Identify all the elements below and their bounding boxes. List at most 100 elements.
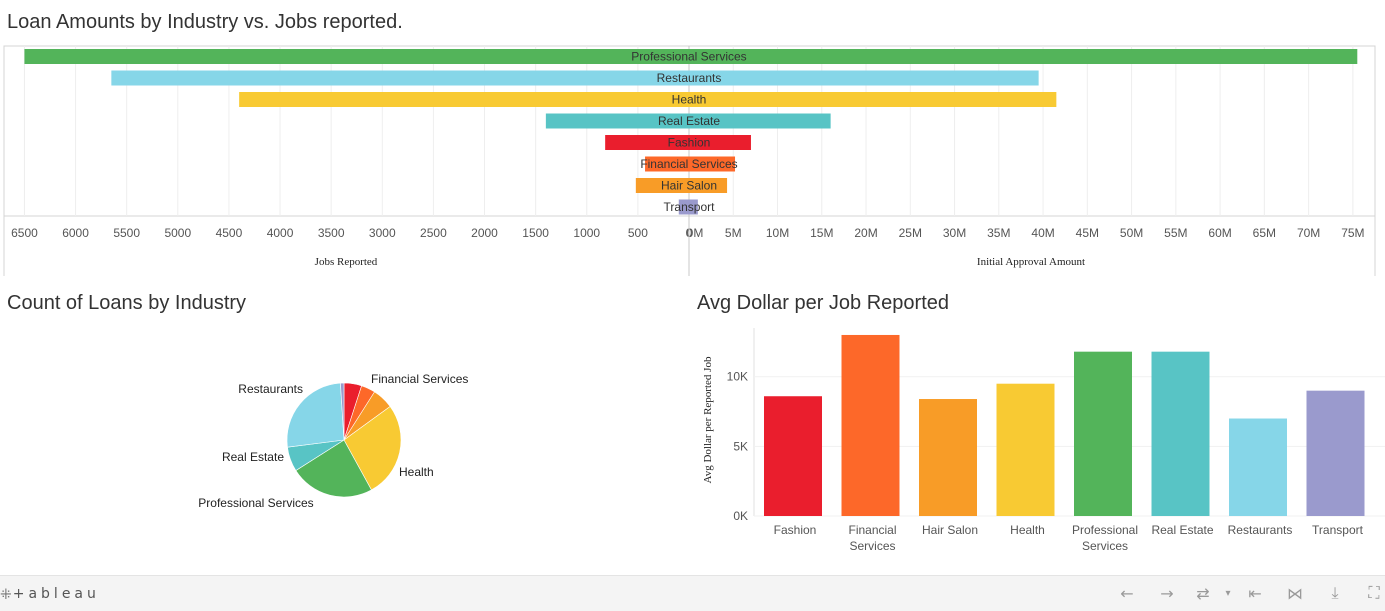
left-tick-label: 2500 bbox=[420, 226, 447, 240]
x-tick-label: Hair Salon bbox=[922, 523, 978, 537]
revert-icon[interactable]: ⇄ bbox=[1196, 583, 1210, 603]
bar-label: Hair Salon bbox=[661, 179, 717, 193]
x-tick-label: Professional bbox=[1072, 523, 1138, 537]
chart1-title: Loan Amounts by Industry vs. Jobs report… bbox=[7, 11, 403, 33]
bar-amount-3 bbox=[689, 113, 831, 129]
bar-fashion bbox=[764, 396, 822, 516]
left-tick-label: 6000 bbox=[62, 226, 89, 240]
bar-professional-services bbox=[1074, 351, 1132, 516]
right-tick-label: 20M bbox=[854, 226, 877, 240]
left-tick-label: 1000 bbox=[573, 226, 600, 240]
tableau-logo[interactable]: ⁜ +ableau bbox=[0, 582, 100, 606]
bar-jobs-3 bbox=[545, 113, 689, 129]
x-tick-label: Restaurants bbox=[1228, 523, 1293, 537]
pie-label: Health bbox=[399, 465, 434, 479]
left-tick-label: 2000 bbox=[471, 226, 498, 240]
right-tick-label: 35M bbox=[987, 226, 1010, 240]
left-axis-title: Jobs Reported bbox=[315, 256, 378, 268]
bar-label: Restaurants bbox=[657, 71, 722, 85]
bar-amount-0 bbox=[689, 49, 1358, 64]
undo-icon[interactable]: ← bbox=[1120, 583, 1134, 603]
left-tick-label: 6500 bbox=[11, 226, 38, 240]
download-icon[interactable]: ⤓ bbox=[1331, 583, 1339, 602]
count-of-loans-pie: Restaurants Financial Services Real Estate… bbox=[198, 372, 468, 510]
right-tick-label: 45M bbox=[1076, 226, 1099, 240]
right-axis-title: Initial Approval Amount bbox=[977, 256, 1085, 268]
left-tick-label: 4500 bbox=[216, 226, 243, 240]
bar-health bbox=[996, 383, 1055, 516]
bar-restaurants bbox=[1229, 418, 1287, 516]
y-axis-title: Avg Dollar per Reported Job bbox=[702, 356, 714, 483]
left-tick-label: 1500 bbox=[522, 226, 549, 240]
share-icon[interactable]: ⋈ bbox=[1287, 583, 1303, 603]
pie-label: Real Estate bbox=[222, 450, 284, 464]
bar-jobs-2 bbox=[239, 92, 690, 107]
bar-jobs-0 bbox=[24, 49, 690, 64]
avg-dollar-per-job-chart: 0K 5K 10K Avg Dollar per Reported Job Fashio… bbox=[702, 328, 1385, 553]
x-tick-label: Health bbox=[1010, 523, 1045, 537]
bar-jobs-7 bbox=[678, 199, 689, 215]
right-tick-label: 15M bbox=[810, 226, 833, 240]
pie-slice-professional-services bbox=[295, 439, 372, 498]
y-tick-label: 10K bbox=[727, 370, 748, 384]
left-tick-label: 5000 bbox=[164, 226, 191, 240]
x-tick-label: Financial bbox=[848, 523, 896, 537]
pie-label: Financial Services bbox=[371, 372, 468, 386]
bar-label: Health bbox=[672, 93, 707, 107]
tableau-plus-icon: ⁜ bbox=[0, 585, 12, 602]
bar-amount-2 bbox=[689, 92, 1057, 107]
bar-financial-services bbox=[841, 334, 900, 516]
right-tick-label: 30M bbox=[943, 226, 966, 240]
x-tick-label: Transport bbox=[1312, 523, 1364, 537]
reset-icon[interactable]: ⇤ bbox=[1248, 583, 1262, 603]
left-tick-label: 500 bbox=[628, 226, 648, 240]
x-tick-label: Real Estate bbox=[1151, 523, 1213, 537]
right-tick-label: 25M bbox=[899, 226, 922, 240]
bar-label: Financial Services bbox=[640, 157, 737, 171]
right-tick-label: 5M bbox=[725, 226, 742, 240]
bar-label: Transport bbox=[664, 200, 716, 214]
right-tick-label: 0M bbox=[687, 226, 704, 240]
left-tick-label: 3000 bbox=[369, 226, 396, 240]
pie-label: Professional Services bbox=[198, 496, 313, 510]
chart3-title: Avg Dollar per Job Reported bbox=[697, 292, 949, 314]
right-tick-label: 50M bbox=[1120, 226, 1143, 240]
bar-amount-5 bbox=[689, 156, 736, 172]
bar-amount-4 bbox=[689, 135, 751, 150]
pie-slice-restaurants bbox=[286, 382, 345, 448]
y-tick-label: 0K bbox=[733, 509, 748, 523]
left-tick-label: 3500 bbox=[318, 226, 345, 240]
bar-transport bbox=[1306, 390, 1365, 516]
bar-hair-salon bbox=[919, 399, 977, 516]
loan-amounts-chart: 6500 6000 5500 5000 4500 4000 3500 3000 2500 2000… bbox=[3, 45, 1376, 276]
brand-text: +ableau bbox=[12, 586, 100, 602]
right-tick-label: 10M bbox=[766, 226, 789, 240]
x-tick-label: Services bbox=[1082, 539, 1128, 553]
y-tick-label: 5K bbox=[733, 439, 748, 453]
right-tick-label: 55M bbox=[1164, 226, 1187, 240]
bar-jobs-4 bbox=[605, 135, 689, 150]
chart2-title: Count of Loans by Industry bbox=[7, 292, 247, 314]
bottom-toolbar: ⁜ +ableau ← → ⇄ ▾ ⇤ ⋈ ⤓ ⛶ bbox=[0, 575, 1385, 611]
bar-jobs-1 bbox=[111, 70, 689, 86]
bar-amount-6 bbox=[689, 178, 728, 193]
redo-icon[interactable]: → bbox=[1160, 583, 1174, 603]
right-tick-label: 60M bbox=[1208, 226, 1231, 240]
bar-amount-7 bbox=[689, 199, 698, 215]
pie-slice-transport bbox=[340, 382, 345, 441]
left-tick-label: 4000 bbox=[267, 226, 294, 240]
bar-real-estate bbox=[1151, 351, 1210, 516]
bar-label: Professional Services bbox=[631, 50, 746, 64]
bar-jobs-6 bbox=[635, 178, 689, 193]
bar-label: Real Estate bbox=[658, 114, 720, 128]
right-tick-label: 40M bbox=[1031, 226, 1054, 240]
bar-label: Fashion bbox=[668, 136, 711, 150]
dropdown-icon[interactable]: ▾ bbox=[1225, 587, 1231, 599]
x-tick-label: Fashion bbox=[774, 523, 817, 537]
fullscreen-icon[interactable]: ⛶ bbox=[1368, 583, 1380, 602]
right-tick-label: 70M bbox=[1297, 226, 1320, 240]
left-tick-label: 5500 bbox=[113, 226, 140, 240]
bar-jobs-5 bbox=[645, 156, 689, 172]
pie-slice-health bbox=[343, 406, 402, 491]
pie-label: Restaurants bbox=[238, 382, 303, 396]
